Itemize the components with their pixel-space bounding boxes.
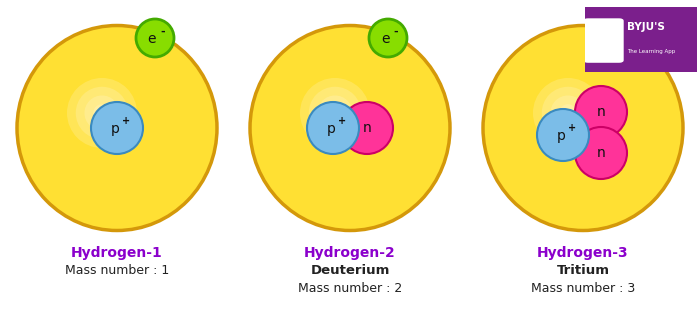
Text: -: - <box>393 27 398 37</box>
Text: +: + <box>338 116 346 126</box>
Text: Hydrogen-1: Hydrogen-1 <box>71 246 163 260</box>
Text: -: - <box>161 27 165 37</box>
Circle shape <box>369 19 407 57</box>
Text: -: - <box>629 27 634 37</box>
Text: +: + <box>568 123 576 133</box>
Circle shape <box>341 102 393 154</box>
Text: e: e <box>148 32 156 46</box>
Circle shape <box>575 86 627 138</box>
Text: Tritium: Tritium <box>556 264 610 277</box>
Ellipse shape <box>85 95 120 130</box>
Text: n: n <box>596 105 606 119</box>
Text: +: + <box>122 116 130 126</box>
Text: e: e <box>616 32 624 46</box>
Ellipse shape <box>309 87 361 139</box>
Text: Mass number : 1: Mass number : 1 <box>65 264 169 277</box>
FancyBboxPatch shape <box>583 18 624 63</box>
Ellipse shape <box>300 78 370 148</box>
Text: p: p <box>327 122 335 136</box>
Circle shape <box>604 19 642 57</box>
Text: p: p <box>556 129 566 143</box>
Ellipse shape <box>559 104 577 122</box>
Text: n: n <box>596 146 606 160</box>
Text: Mass number : 2: Mass number : 2 <box>298 282 402 295</box>
Circle shape <box>136 19 174 57</box>
Text: Hydrogen-3: Hydrogen-3 <box>537 246 629 260</box>
FancyBboxPatch shape <box>580 4 700 75</box>
Ellipse shape <box>326 104 344 122</box>
Ellipse shape <box>550 95 585 130</box>
Text: e: e <box>381 32 389 46</box>
Text: Hydrogen-2: Hydrogen-2 <box>304 246 396 260</box>
Text: p: p <box>111 122 120 136</box>
Circle shape <box>575 127 627 179</box>
Ellipse shape <box>533 78 603 148</box>
Text: Deuterium: Deuterium <box>310 264 390 277</box>
Ellipse shape <box>483 26 683 231</box>
Ellipse shape <box>17 26 217 231</box>
Ellipse shape <box>318 95 353 130</box>
Ellipse shape <box>76 87 128 139</box>
Circle shape <box>91 102 143 154</box>
Text: BYJU'S: BYJU'S <box>627 23 665 32</box>
Ellipse shape <box>67 78 137 148</box>
Circle shape <box>537 109 589 161</box>
Text: n: n <box>363 121 372 135</box>
Ellipse shape <box>250 26 450 231</box>
Text: Mass number : 3: Mass number : 3 <box>531 282 635 295</box>
Ellipse shape <box>93 104 111 122</box>
Ellipse shape <box>542 87 594 139</box>
Text: The Learning App: The Learning App <box>627 48 676 54</box>
Circle shape <box>307 102 359 154</box>
